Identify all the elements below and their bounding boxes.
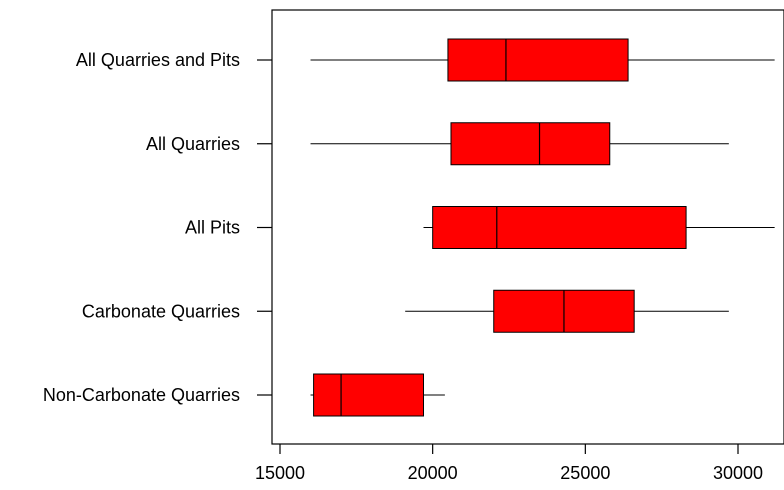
x-tick-label: 20000 bbox=[408, 463, 458, 483]
category-label: Carbonate Quarries bbox=[82, 301, 240, 321]
category-label: Non-Carbonate Quarries bbox=[43, 385, 240, 405]
box-group bbox=[405, 289, 729, 333]
iqr-box bbox=[447, 38, 629, 82]
iqr-box bbox=[432, 206, 687, 249]
box-group bbox=[310, 38, 775, 82]
category-label: All Pits bbox=[185, 218, 240, 238]
boxes bbox=[310, 38, 775, 417]
x-axis: 15000 20000 25000 30000 bbox=[255, 444, 763, 483]
box-group bbox=[310, 373, 445, 417]
category-label: All Quarries bbox=[146, 134, 240, 154]
iqr-box bbox=[450, 122, 611, 166]
box-group bbox=[310, 122, 729, 166]
category-label: All Quarries and Pits bbox=[76, 50, 240, 70]
y-axis: All Quarries and Pits All Quarries All Pit… bbox=[43, 50, 272, 405]
x-tick-label: 25000 bbox=[560, 463, 610, 483]
x-tick-label: 15000 bbox=[255, 463, 305, 483]
x-tick-label: 30000 bbox=[713, 463, 763, 483]
box-group bbox=[423, 206, 775, 249]
iqr-box bbox=[313, 373, 425, 417]
